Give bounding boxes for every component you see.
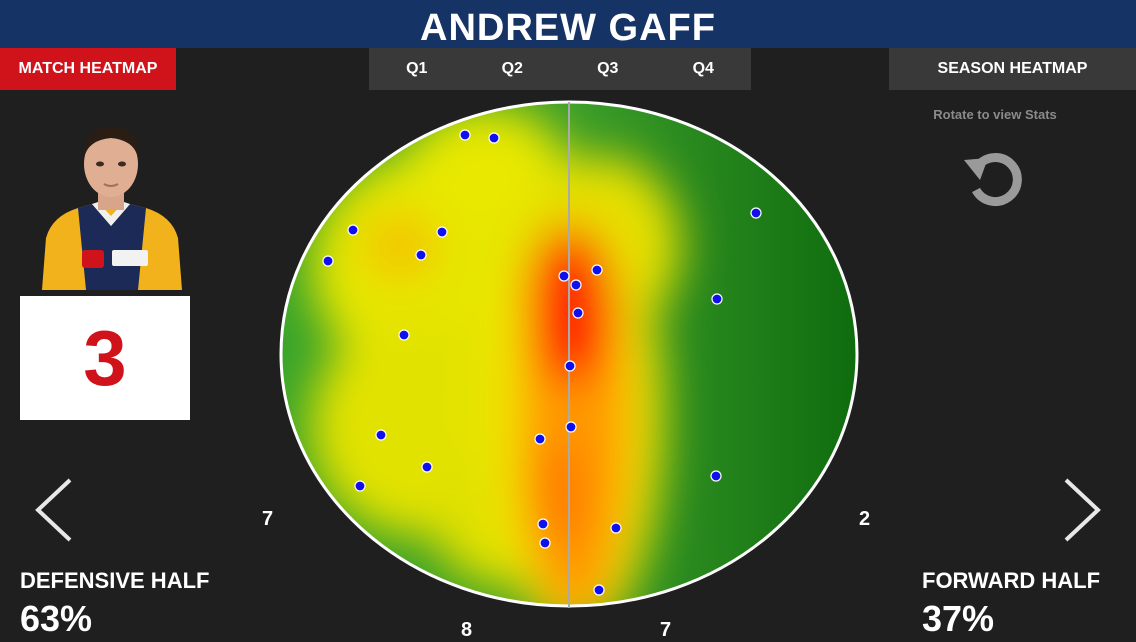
possession-dot [593, 584, 605, 596]
zone-count-left-mid: 7 [262, 508, 274, 530]
tab-q1[interactable]: Q1 [406, 60, 428, 77]
tab-q2[interactable]: Q2 [501, 60, 523, 77]
chevron-right-icon[interactable] [1060, 478, 1104, 542]
match-heatmap-button[interactable]: MATCH HEATMAP [0, 48, 176, 90]
zone-count-bottom-right: 7 [660, 619, 672, 641]
possession-dot [610, 522, 622, 534]
forward-half-percent: 37% [922, 598, 995, 639]
possession-dot [572, 307, 584, 319]
possession-dot [354, 480, 366, 492]
chevron-left-icon[interactable] [32, 478, 76, 542]
quarter-tabs: Q1 Q2 Q3 Q4 [369, 48, 751, 90]
possession-dot [421, 461, 433, 473]
possession-dot [415, 249, 427, 261]
season-heatmap-button[interactable]: SEASON HEATMAP [889, 48, 1136, 90]
possession-dot [539, 537, 551, 549]
possession-dot [750, 207, 762, 219]
rotate-icon [964, 153, 1022, 207]
possession-dot [565, 421, 577, 433]
player-photo [38, 118, 184, 290]
score-box: 3 [20, 296, 190, 420]
possession-dot [375, 429, 387, 441]
possession-dot [558, 270, 570, 282]
defensive-half-percent: 63% [20, 598, 93, 639]
player-name-title: ANDREW GAFF [420, 7, 716, 48]
possession-dot [591, 264, 603, 276]
rotate-hint-text: Rotate to view Stats [933, 107, 1057, 122]
tab-q3[interactable]: Q3 [597, 60, 619, 77]
possession-dot [322, 255, 334, 267]
possession-dot [711, 293, 723, 305]
possession-dot [564, 360, 576, 372]
zone-count-bottom-left: 8 [461, 619, 473, 641]
possession-dot [570, 279, 582, 291]
possession-dot [537, 518, 549, 530]
possession-dot [710, 470, 722, 482]
possession-dot [459, 129, 471, 141]
header-bar: ANDREW GAFF [0, 0, 1136, 48]
heatmap-field [279, 100, 859, 608]
tab-q4[interactable]: Q4 [692, 60, 714, 77]
possession-dot [398, 329, 410, 341]
possession-dot [488, 132, 500, 144]
possession-dot [534, 433, 546, 445]
possession-dot [347, 224, 359, 236]
forward-half-label: FORWARD HALF [922, 568, 1101, 593]
zone-count-right-mid: 2 [859, 508, 871, 530]
possession-dot [436, 226, 448, 238]
defensive-half-label: DEFENSIVE HALF [20, 568, 210, 593]
